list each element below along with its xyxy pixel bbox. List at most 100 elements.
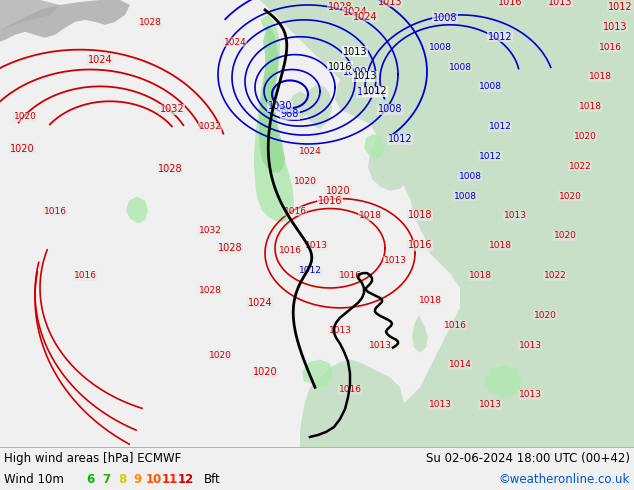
Polygon shape xyxy=(300,360,405,447)
Text: 1020: 1020 xyxy=(294,177,316,186)
Text: 1032: 1032 xyxy=(198,122,221,131)
Text: 1013: 1013 xyxy=(519,341,541,349)
Text: 1022: 1022 xyxy=(569,162,592,171)
Text: 1012: 1012 xyxy=(607,2,632,12)
Text: 1013: 1013 xyxy=(368,341,392,349)
Text: Wind 10m: Wind 10m xyxy=(4,473,64,486)
Text: 6: 6 xyxy=(86,473,94,486)
Text: 1013: 1013 xyxy=(353,72,377,81)
Text: ©weatheronline.co.uk: ©weatheronline.co.uk xyxy=(498,473,630,486)
Text: 7: 7 xyxy=(102,473,110,486)
Text: 1016: 1016 xyxy=(278,246,302,255)
Text: 1008: 1008 xyxy=(458,172,481,181)
Polygon shape xyxy=(126,196,148,223)
Text: 1000: 1000 xyxy=(343,67,367,76)
Text: 1024: 1024 xyxy=(224,38,247,47)
Text: 1020: 1020 xyxy=(553,231,576,240)
Text: 1016: 1016 xyxy=(44,206,67,216)
Text: 1014: 1014 xyxy=(449,361,472,369)
Text: 1018: 1018 xyxy=(469,271,491,280)
Text: 1013: 1013 xyxy=(378,0,402,7)
Polygon shape xyxy=(0,0,60,30)
Text: 1018: 1018 xyxy=(588,73,612,81)
Text: 1020: 1020 xyxy=(13,112,36,121)
Polygon shape xyxy=(412,315,428,352)
Text: 1018: 1018 xyxy=(408,211,432,220)
Polygon shape xyxy=(305,84,332,129)
Text: 1018: 1018 xyxy=(358,212,382,220)
Text: 1013: 1013 xyxy=(503,212,526,220)
Text: 1024: 1024 xyxy=(353,12,377,22)
Text: 1013: 1013 xyxy=(429,400,451,409)
Polygon shape xyxy=(260,0,634,447)
Text: Bft: Bft xyxy=(204,473,221,486)
Text: 1028: 1028 xyxy=(139,18,162,27)
Text: 1016: 1016 xyxy=(283,206,306,216)
Text: 1012: 1012 xyxy=(488,32,512,42)
Text: 1016: 1016 xyxy=(408,240,432,250)
Text: 1013: 1013 xyxy=(519,390,541,399)
Text: 1016: 1016 xyxy=(74,271,96,280)
Text: 1032: 1032 xyxy=(198,226,221,235)
Text: 1032: 1032 xyxy=(160,104,184,114)
Text: 1012: 1012 xyxy=(489,122,512,131)
Text: Su 02-06-2024 18:00 UTC (00+42): Su 02-06-2024 18:00 UTC (00+42) xyxy=(426,452,630,465)
Text: 1016: 1016 xyxy=(444,321,467,330)
Text: 1012: 1012 xyxy=(387,134,412,144)
Polygon shape xyxy=(0,0,130,42)
Text: 1020: 1020 xyxy=(253,368,277,377)
Text: 1008: 1008 xyxy=(479,82,501,91)
Text: 1012: 1012 xyxy=(479,152,501,161)
Text: 1013: 1013 xyxy=(603,22,627,32)
Text: 1008: 1008 xyxy=(448,63,472,72)
Text: 1024: 1024 xyxy=(299,147,321,156)
Text: 1024: 1024 xyxy=(87,54,112,65)
Text: 1008: 1008 xyxy=(378,104,402,114)
Polygon shape xyxy=(484,330,498,356)
Text: 1013: 1013 xyxy=(328,326,351,335)
Text: 1016: 1016 xyxy=(328,62,353,72)
Text: 1020: 1020 xyxy=(559,192,581,200)
Text: 1024: 1024 xyxy=(248,298,273,308)
Text: 10: 10 xyxy=(146,473,162,486)
Polygon shape xyxy=(364,134,385,159)
Text: High wind areas [hPa] ECMWF: High wind areas [hPa] ECMWF xyxy=(4,452,181,465)
Text: 1028: 1028 xyxy=(328,2,353,12)
Text: 1022: 1022 xyxy=(543,271,566,280)
Text: 9: 9 xyxy=(134,473,142,486)
Text: 1012: 1012 xyxy=(363,86,387,97)
Text: 1016: 1016 xyxy=(339,271,361,280)
Text: 11: 11 xyxy=(162,473,178,486)
Text: 1028: 1028 xyxy=(158,164,183,174)
Text: 1028: 1028 xyxy=(217,243,242,253)
Text: 1018: 1018 xyxy=(489,241,512,250)
Polygon shape xyxy=(259,25,285,173)
Polygon shape xyxy=(518,318,634,349)
Text: 1013: 1013 xyxy=(343,47,367,57)
Text: 1008: 1008 xyxy=(453,192,477,200)
Polygon shape xyxy=(335,0,490,191)
Text: 988: 988 xyxy=(281,109,299,119)
Text: 1008: 1008 xyxy=(433,13,457,23)
Text: 12: 12 xyxy=(178,473,194,486)
Text: 1013: 1013 xyxy=(384,256,406,265)
Text: 1013: 1013 xyxy=(548,0,573,7)
Text: 1016: 1016 xyxy=(598,43,621,51)
Text: 1018: 1018 xyxy=(418,296,441,305)
Text: 1020: 1020 xyxy=(326,186,351,196)
Text: 1018: 1018 xyxy=(578,102,602,111)
Text: 1013: 1013 xyxy=(479,400,501,409)
Text: 1020: 1020 xyxy=(10,144,34,154)
Polygon shape xyxy=(254,15,294,222)
Text: 1016: 1016 xyxy=(318,196,342,206)
Polygon shape xyxy=(490,0,634,347)
Text: 1024: 1024 xyxy=(343,7,367,17)
Text: 1013: 1013 xyxy=(304,241,328,250)
Text: 1020: 1020 xyxy=(574,132,597,141)
Text: 1008: 1008 xyxy=(429,43,451,51)
Text: 1020: 1020 xyxy=(534,311,557,320)
Text: 1030: 1030 xyxy=(268,101,292,111)
Text: 1016: 1016 xyxy=(339,385,361,394)
Text: 1004: 1004 xyxy=(357,87,381,98)
Polygon shape xyxy=(484,366,522,397)
